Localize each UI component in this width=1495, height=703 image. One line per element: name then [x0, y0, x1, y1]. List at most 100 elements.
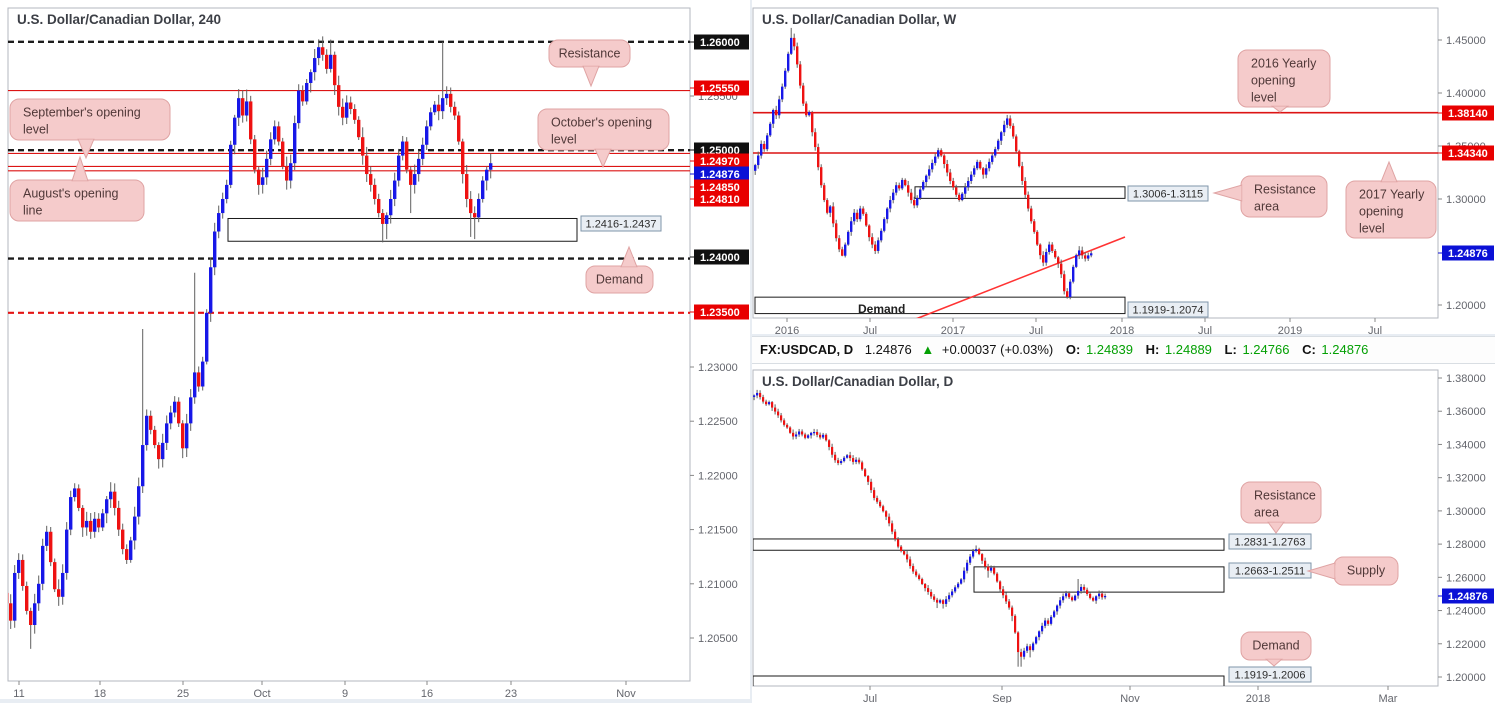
svg-text:Sep: Sep — [992, 693, 1012, 703]
svg-text:9: 9 — [342, 688, 348, 699]
october-opening-tooltip: October's opening level — [537, 108, 670, 169]
svg-text:Nov: Nov — [1120, 693, 1140, 703]
svg-text:2016: 2016 — [775, 325, 799, 334]
svg-text:1.28000: 1.28000 — [1446, 539, 1486, 551]
svg-text:18: 18 — [94, 688, 106, 699]
resistance-area-tooltip-weekly: Resistance area — [1212, 175, 1328, 218]
svg-text:area: area — [1254, 200, 1279, 214]
chart-plot-area[interactable] — [8, 8, 690, 681]
demand-range-label-daily — [1228, 666, 1312, 683]
chart-c240: 1.2416-1.24371.255001.230001.225001.2200… — [7, 7, 749, 699]
svg-text:16: 16 — [421, 688, 433, 699]
svg-text:2018: 2018 — [1246, 693, 1270, 703]
plot-content — [753, 27, 1438, 318]
price-change: +0.00037 (+0.03%) — [941, 342, 1054, 357]
svg-text:1.38140: 1.38140 — [1448, 108, 1488, 120]
yearly-2016-tooltip: 2016 Yearly opening level — [1237, 49, 1331, 113]
svg-text:level: level — [551, 133, 577, 147]
y-axis[interactable]: 1.255001.230001.225001.220001.215001.210… — [690, 91, 738, 645]
svg-text:1.20000: 1.20000 — [1446, 300, 1486, 312]
svg-text:1.24810: 1.24810 — [700, 194, 740, 206]
rising-trendline — [916, 236, 1126, 318]
annotation-bubbles: Resistance September's opening level August… — [9, 39, 670, 294]
bubble-pointer — [620, 245, 638, 268]
chart-plot-area[interactable] — [753, 370, 1438, 686]
price-label-1.24970 — [694, 153, 749, 169]
svg-text:September's opening: September's opening — [23, 106, 141, 120]
price-label-1.34340 — [1442, 145, 1494, 161]
svg-text:1.34340: 1.34340 — [1448, 148, 1488, 160]
chart-plot-area[interactable] — [753, 8, 1438, 318]
september-opening-tooltip: September's opening level — [9, 98, 171, 160]
bubble-pointer — [1380, 160, 1398, 183]
resistance-range-label-daily — [1228, 533, 1312, 550]
svg-text:1.22000: 1.22000 — [698, 470, 738, 482]
price-label-1.25550 — [694, 80, 749, 96]
bubble-pointer — [77, 138, 95, 160]
price-label-1.24876 — [694, 166, 749, 182]
svg-text:1.30000: 1.30000 — [1446, 194, 1486, 206]
close-label: C: — [1302, 342, 1316, 357]
chart-title: U.S. Dollar/Canadian Dollar, W — [762, 12, 957, 27]
zone-boxes — [227, 217, 578, 242]
x-axis[interactable]: 2016 Jul 2017 Jul 2018 Jul 2019 Jul — [775, 318, 1382, 334]
svg-text:1.26000: 1.26000 — [700, 37, 740, 49]
bubble-pointer — [594, 148, 612, 169]
chart-panel-240min: 1.2416-1.24371.255001.230001.225001.2200… — [0, 0, 750, 699]
svg-text:1.22500: 1.22500 — [698, 416, 738, 428]
svg-text:1.2663-1.2511: 1.2663-1.2511 — [1235, 566, 1305, 578]
x-axis[interactable]: Jul Sep Nov 2018 Mar — [863, 686, 1398, 703]
svg-text:2018: 2018 — [1110, 325, 1134, 334]
x-axis[interactable]: 11 18 25 Oct 9 16 23 Nov — [13, 681, 636, 699]
demand-zone-daily — [753, 675, 1225, 686]
price-label-1.38140 — [1442, 105, 1494, 121]
resistance-tooltip: Resistance — [548, 39, 631, 88]
svg-text:opening: opening — [1251, 74, 1296, 88]
svg-text:Mar: Mar — [1379, 693, 1398, 703]
bubble-pointer — [1270, 105, 1290, 113]
svg-text:2016 Yearly: 2016 Yearly — [1251, 57, 1317, 71]
svg-text:1.22000: 1.22000 — [1446, 639, 1486, 651]
svg-text:1.40000: 1.40000 — [1446, 88, 1486, 100]
svg-text:1.24876: 1.24876 — [1448, 591, 1488, 603]
y-axis[interactable]: 1.38000 1.36000 1.34000 1.32000 1.30000 1.280… — [1438, 373, 1486, 684]
price-axis-labels: 1.24876 — [1438, 588, 1494, 604]
svg-text:1.26000: 1.26000 — [1446, 572, 1486, 584]
svg-text:Resistance: Resistance — [1254, 183, 1316, 197]
demand-tooltip-daily: Demand — [1240, 631, 1312, 667]
chart-title: U.S. Dollar/Canadian Dollar, D — [762, 374, 954, 389]
svg-text:Demand: Demand — [596, 273, 643, 287]
zone-boxes — [754, 186, 1126, 315]
yearly-2017-tooltip: 2017 Yearly opening level — [1345, 160, 1437, 239]
demand-text-weekly: Demand — [858, 302, 905, 316]
svg-text:Resistance: Resistance — [559, 47, 621, 61]
chart-panel-daily: 1.2831-1.27631.2663-1.25111.1919-1.20061… — [752, 364, 1495, 703]
svg-text:Jul: Jul — [863, 325, 877, 334]
svg-text:Nov: Nov — [616, 688, 636, 699]
bubble-pointer — [71, 155, 89, 182]
svg-text:1.24850: 1.24850 — [700, 182, 740, 194]
demand-zone-240 — [227, 217, 578, 242]
resistance-zone-daily — [753, 538, 1225, 551]
svg-text:1.3006-1.3115: 1.3006-1.3115 — [1133, 189, 1203, 201]
svg-text:Jul: Jul — [1029, 325, 1043, 334]
price-label-1.24810 — [694, 191, 749, 207]
svg-text:1.1919-1.2006: 1.1919-1.2006 — [1235, 670, 1306, 682]
svg-text:Jul: Jul — [1198, 325, 1212, 334]
svg-text:area: area — [1254, 506, 1279, 520]
candles — [8, 36, 493, 649]
svg-text:Jul: Jul — [1368, 325, 1382, 334]
price-label-1.26000 — [694, 34, 749, 50]
svg-text:1.1919-1.2074: 1.1919-1.2074 — [1133, 305, 1204, 317]
bubble-pointer — [1212, 184, 1243, 202]
supply-tooltip-daily: Supply — [1306, 556, 1399, 586]
svg-text:1.36000: 1.36000 — [1446, 406, 1486, 418]
open-label: O: — [1065, 342, 1081, 357]
svg-text:11: 11 — [13, 688, 24, 699]
low-label: L: — [1224, 342, 1237, 357]
svg-text:August's opening: August's opening — [23, 187, 119, 201]
svg-text:23: 23 — [505, 688, 517, 699]
svg-text:1.24876: 1.24876 — [700, 169, 740, 181]
